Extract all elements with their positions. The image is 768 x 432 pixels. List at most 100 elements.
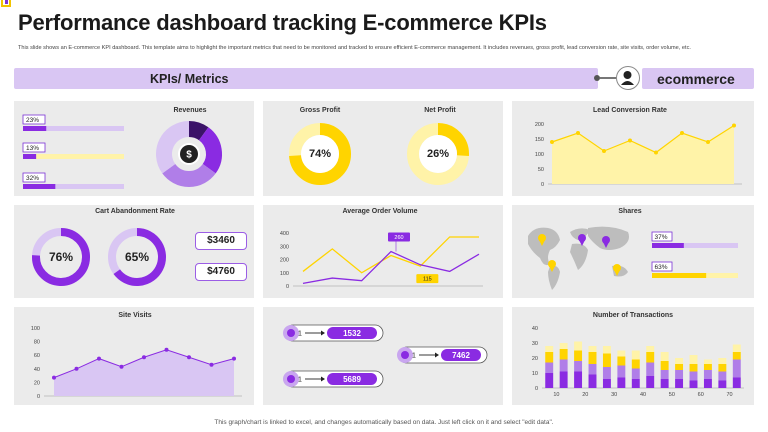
tx-bar-s2 (732, 359, 741, 378)
visits-point (74, 366, 79, 371)
lead-point (602, 149, 606, 153)
revenue-bar-track (23, 126, 124, 131)
flow-value: 7462 (452, 351, 470, 360)
tx-bar-s2 (602, 367, 611, 379)
gross-profit-arc (289, 123, 351, 185)
banner-dot (594, 75, 600, 81)
cart-ring-2 (108, 228, 166, 286)
net-profit-value: 26% (426, 148, 450, 160)
tx-bar-s1 (675, 379, 684, 388)
tx-bar-s4 (617, 350, 626, 357)
lead-y-tick: 200 (535, 122, 544, 128)
visits-point (232, 356, 236, 361)
lead-point (706, 140, 710, 144)
lead-point (576, 131, 580, 135)
tx-bar-s4 (574, 341, 583, 351)
cart-ring-2-arc (113, 228, 166, 286)
tx-bar-s3 (703, 364, 712, 370)
lead-y-tick: 0 (541, 182, 544, 188)
flow-start-label: 1 (298, 331, 302, 338)
visits-point (52, 375, 56, 380)
gross-profit-hole (301, 135, 339, 173)
tx-y-tick: 30 (532, 341, 538, 347)
tx-bar-s3 (574, 350, 583, 361)
visits-area (54, 349, 234, 396)
visits-point (119, 364, 124, 369)
tx-bar-s3 (588, 352, 597, 364)
tx-bar-s1 (574, 371, 583, 388)
avg-order-panel (263, 205, 503, 298)
money-bag-icon (180, 145, 198, 163)
gross-profit-title: Gross Profit (299, 107, 341, 114)
visits-y-tick: 80 (34, 340, 40, 346)
flow-value-pill (327, 373, 377, 385)
tx-bar-s2 (574, 361, 583, 372)
share-label-box (651, 261, 673, 272)
visits-y-tick: 100 (31, 326, 40, 332)
aov-y-tick: 400 (280, 231, 289, 237)
tx-bar-s1 (703, 379, 712, 388)
tx-bar-s4 (545, 346, 554, 352)
visits-point (142, 355, 146, 360)
aov-callout-yellow-box (416, 274, 439, 284)
revenue-bar-label: 23% (26, 117, 39, 124)
tx-bar-s2 (646, 362, 655, 376)
visits-point (97, 356, 101, 361)
aov-y-tick: 200 (280, 258, 289, 264)
share-label: 63% (655, 264, 668, 271)
transactions-chart: 0 10 20 30 40 10 20 30 40 50 60 70 (532, 326, 744, 398)
share-label: 37% (655, 234, 668, 241)
aov-line-purple (302, 250, 480, 284)
revenue-bar-track (23, 184, 124, 189)
tx-bar-s3 (545, 352, 554, 363)
cart-ring-1-arc (32, 228, 90, 286)
page-title: Performance dashboard tracking E-commerc… (18, 10, 547, 35)
order-flow: 1 1532 1 7462 1 5689 (283, 324, 488, 388)
tx-bar-s4 (631, 350, 640, 360)
flow-node (287, 329, 295, 337)
tx-bar-s4 (588, 346, 597, 352)
tx-x-tick: 30 (611, 392, 617, 398)
corner-mark (1, 0, 11, 7)
revenue-bar-label-box (22, 114, 46, 125)
flow-value: 5689 (343, 375, 361, 384)
lead-point (654, 150, 658, 155)
tx-x-tick: 60 (698, 392, 704, 398)
flow-arrow-head (435, 352, 439, 358)
map-pin-1 (538, 234, 546, 246)
tx-x-tick: 70 (727, 392, 733, 398)
lead-line (551, 124, 735, 154)
tx-bar-s4 (689, 355, 698, 364)
banner-connector (600, 77, 616, 79)
map-pin-2 (578, 234, 586, 246)
tx-bar-s1 (646, 376, 655, 388)
net-profit-title: Net Profit (424, 107, 456, 114)
lead-point (550, 140, 554, 144)
avg-order-title: Average Order Volume (342, 208, 418, 215)
lead-y-tick: 150 (535, 137, 544, 143)
money-bag-symbol: $ (186, 150, 192, 161)
lead-conversion-chart: 0 50 100 150 200 (535, 122, 742, 188)
footer-note: This graph/chart is linked to excel, and… (214, 419, 554, 426)
tx-y-tick: 10 (532, 371, 538, 377)
tx-bar-s1 (588, 374, 597, 388)
tx-bar-s3 (617, 356, 626, 366)
map-pin-4 (548, 260, 556, 272)
transactions-title: Number of Transactions (592, 312, 674, 319)
tx-bar-s2 (660, 370, 669, 379)
lead-area (552, 125, 734, 184)
revenue-bar-fill (23, 184, 56, 189)
lead-point (732, 123, 736, 128)
cart-value-box-2: $4760 (195, 263, 247, 281)
tx-bar-s2 (588, 364, 597, 375)
tx-bar-s3 (646, 352, 655, 363)
site-visits-title: Site Visits (118, 312, 152, 319)
tx-bar-s1 (689, 380, 698, 388)
tx-bar-s4 (703, 359, 712, 364)
tx-bar-s4 (732, 344, 741, 352)
visits-y-tick: 40 (34, 367, 40, 373)
site-visits-chart: 0 20 40 60 80 100 (31, 326, 242, 400)
flow-node (287, 375, 295, 383)
revenue-bar-label-box (22, 172, 46, 183)
revenue-slice (188, 121, 209, 141)
